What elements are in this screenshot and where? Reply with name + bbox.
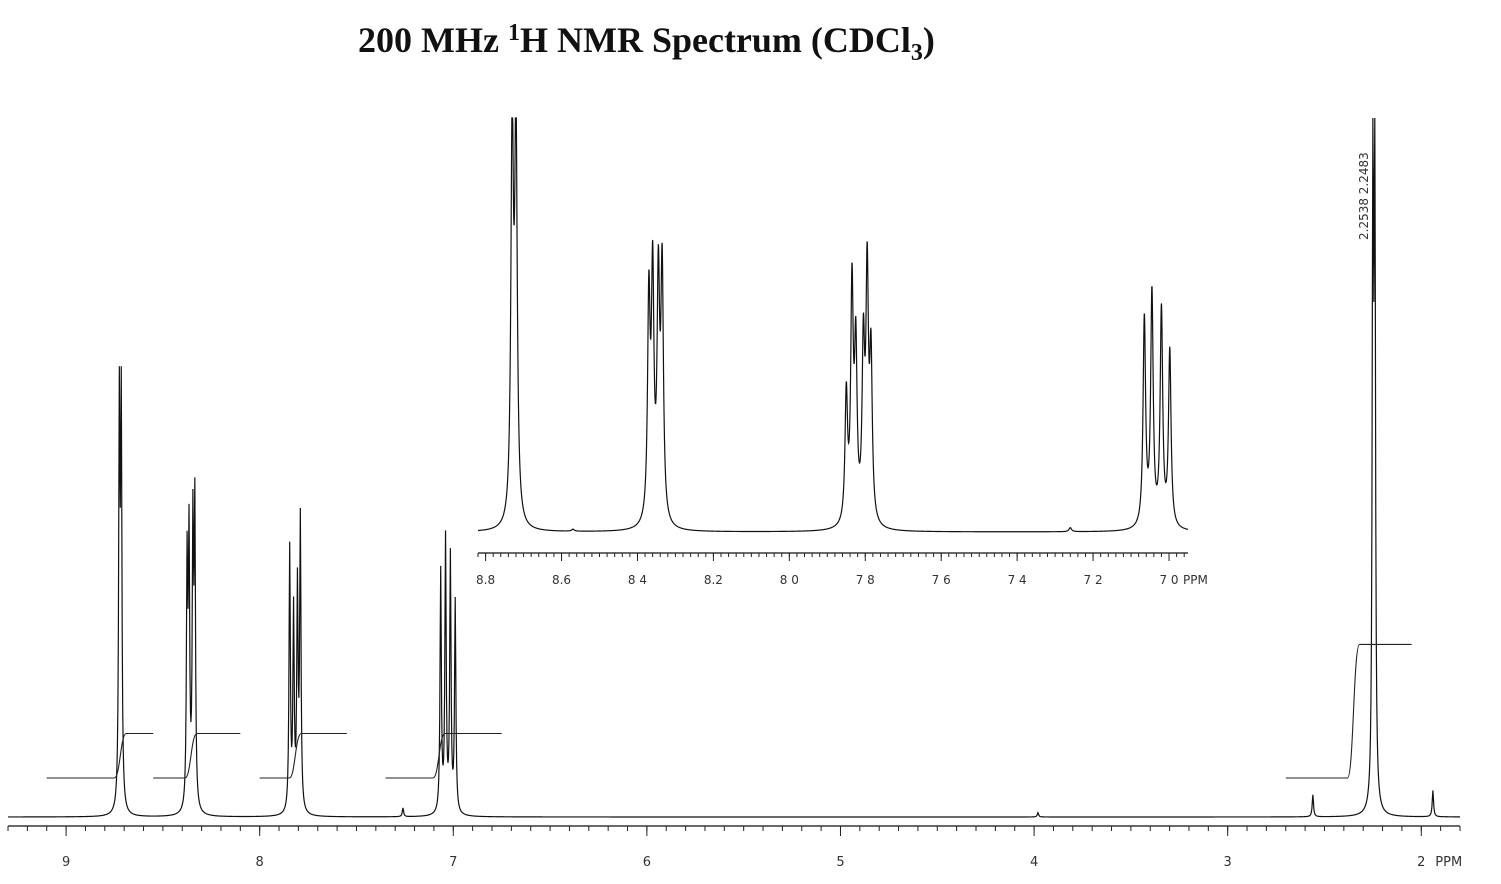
integral-curve <box>1285 643 1412 779</box>
peak-annotation: 2.2538 2.2483 <box>1357 152 1371 240</box>
title-mid: H NMR Spectrum (CDCl <box>520 20 911 60</box>
inset-tick-label: 8.2 <box>704 573 723 587</box>
main-tick-label: 5 <box>836 855 844 870</box>
integral-curve <box>153 732 241 779</box>
main-spectrum-trace <box>8 117 1460 818</box>
main-unit-label: PPM <box>1435 855 1462 870</box>
inset-spectrum-panel: 8.8 8.6 8 4 8.2 8 0 7 8 7 6 7 4 7 2 7 0 PPM <box>476 117 1208 587</box>
title-subscript: 3 <box>911 40 923 66</box>
main-tick-label: 2 <box>1417 855 1425 870</box>
inset-tick-label: 8.6 <box>552 573 571 587</box>
title-pre: 200 MHz <box>358 20 508 60</box>
inset-unit-label: PPM <box>1183 573 1208 587</box>
inset-tick-label: 8 4 <box>628 573 647 587</box>
integral-curve <box>46 732 154 779</box>
inset-tick-label: 8.8 <box>476 573 495 587</box>
main-tick-label: 7 <box>449 855 457 870</box>
chart-title: 200 MHz 1H NMR Spectrum (CDCl3) <box>358 20 935 66</box>
title-superscript: 1 <box>508 20 520 46</box>
title-post: ) <box>923 20 935 60</box>
inset-tick-label: 7 6 <box>932 573 951 587</box>
integral-curve <box>385 732 502 779</box>
integral-curve <box>259 732 347 779</box>
inset-tick-label: 7 4 <box>1008 573 1027 587</box>
inset-tick-label: 7 8 <box>856 573 875 587</box>
main-tick-label: 8 <box>256 855 264 870</box>
inset-tick-label: 7 0 <box>1159 573 1178 587</box>
main-tick-label: 3 <box>1224 855 1232 870</box>
inset-tick-label: 8 0 <box>780 573 799 587</box>
main-tick-label: 4 <box>1030 855 1038 870</box>
main-spectrum-panel: 9 8 7 6 5 4 3 2 PPM <box>7 117 1462 870</box>
main-tick-label: 9 <box>62 855 70 870</box>
main-tick-label: 6 <box>643 855 651 870</box>
inset-tick-label: 7 2 <box>1084 573 1103 587</box>
inset-spectrum-trace <box>477 117 1189 533</box>
